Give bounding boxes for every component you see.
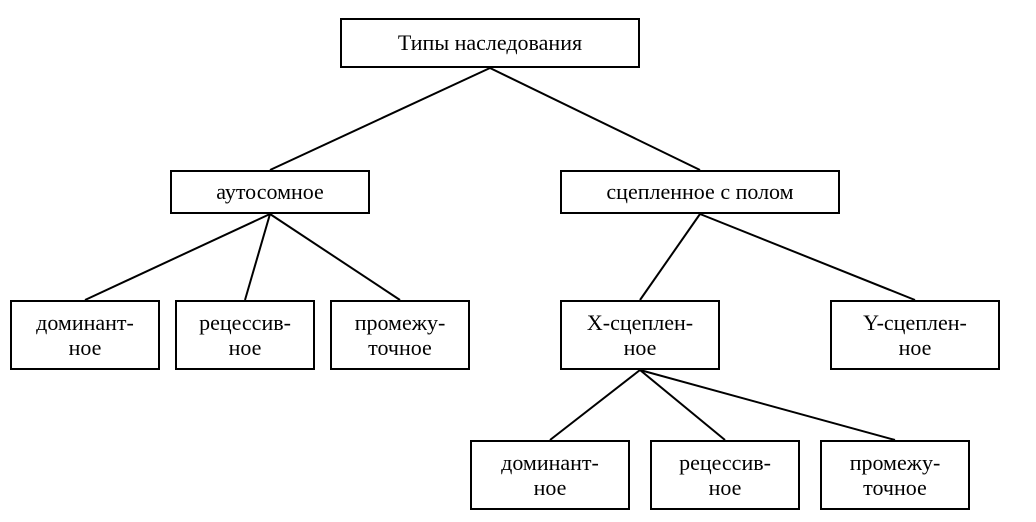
edge [85,214,270,300]
node-label: Y-сцеплен- ное [863,310,967,361]
node-intermediate-2: промежу- точное [820,440,970,510]
node-y-linked: Y-сцеплен- ное [830,300,1000,370]
node-label: доминант- ное [36,310,134,361]
edge [270,214,400,300]
edge [550,370,640,440]
diagram-canvas: Типы наследования аутосомное сцепленное … [0,0,1036,522]
edge [490,68,700,170]
node-label: X-сцеплен- ное [587,310,693,361]
node-autosomal: аутосомное [170,170,370,214]
edge [700,214,915,300]
edge [640,370,725,440]
edge [270,68,490,170]
node-label: доминант- ное [501,450,599,501]
node-intermediate-1: промежу- точное [330,300,470,370]
node-root: Типы наследования [340,18,640,68]
node-label: рецессив- ное [679,450,771,501]
node-dominant-2: доминант- ное [470,440,630,510]
node-recessive-1: рецессив- ное [175,300,315,370]
node-label: рецессив- ное [199,310,291,361]
node-x-linked: X-сцеплен- ное [560,300,720,370]
node-recessive-2: рецессив- ное [650,440,800,510]
node-label: аутосомное [216,179,324,204]
edge [245,214,270,300]
node-label: Типы наследования [398,30,582,55]
node-label: промежу- точное [850,450,941,501]
edge [640,214,700,300]
edge [640,370,895,440]
node-sexlinked: сцепленное с полом [560,170,840,214]
node-label: сцепленное с полом [606,179,793,204]
node-dominant-1: доминант- ное [10,300,160,370]
node-label: промежу- точное [355,310,446,361]
